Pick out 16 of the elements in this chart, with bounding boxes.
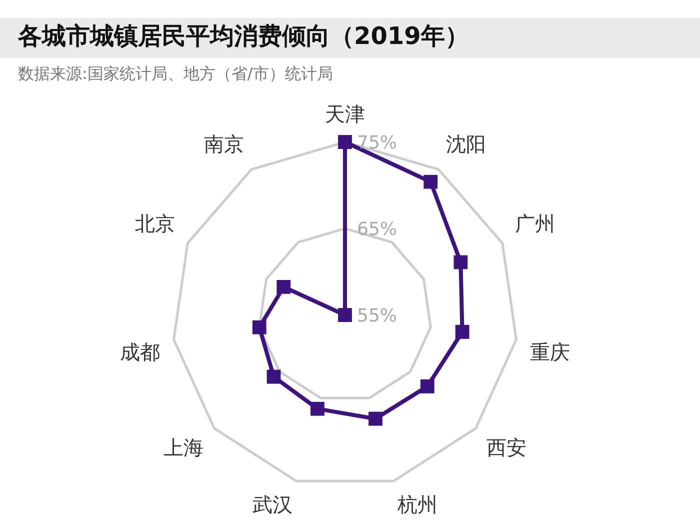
- spoke-label: 天津: [325, 102, 365, 126]
- spoke-label: 西安: [486, 436, 526, 460]
- spoke-label: 杭州: [396, 492, 438, 517]
- y-tick-label: 75%: [357, 132, 398, 154]
- spoke-label: 成都: [120, 340, 160, 364]
- spoke-label: 沈阳: [446, 132, 486, 156]
- spoke-label: 重庆: [530, 340, 570, 364]
- chart-subtitle: 数据来源:国家统计局、地方（省/市）统计局: [18, 64, 333, 85]
- spoke-label: 广州: [515, 212, 556, 236]
- spoke-label: 北京: [134, 212, 175, 236]
- chart-title: 各城市城镇居民平均消费倾向（2019年）: [18, 21, 469, 52]
- y-tick-label: 55%: [357, 306, 398, 327]
- spoke-label: 南京: [204, 132, 244, 156]
- spoke-label: 上海: [164, 436, 204, 460]
- y-tick-label: 65%: [357, 219, 398, 240]
- spoke-label: 武汉: [252, 492, 292, 517]
